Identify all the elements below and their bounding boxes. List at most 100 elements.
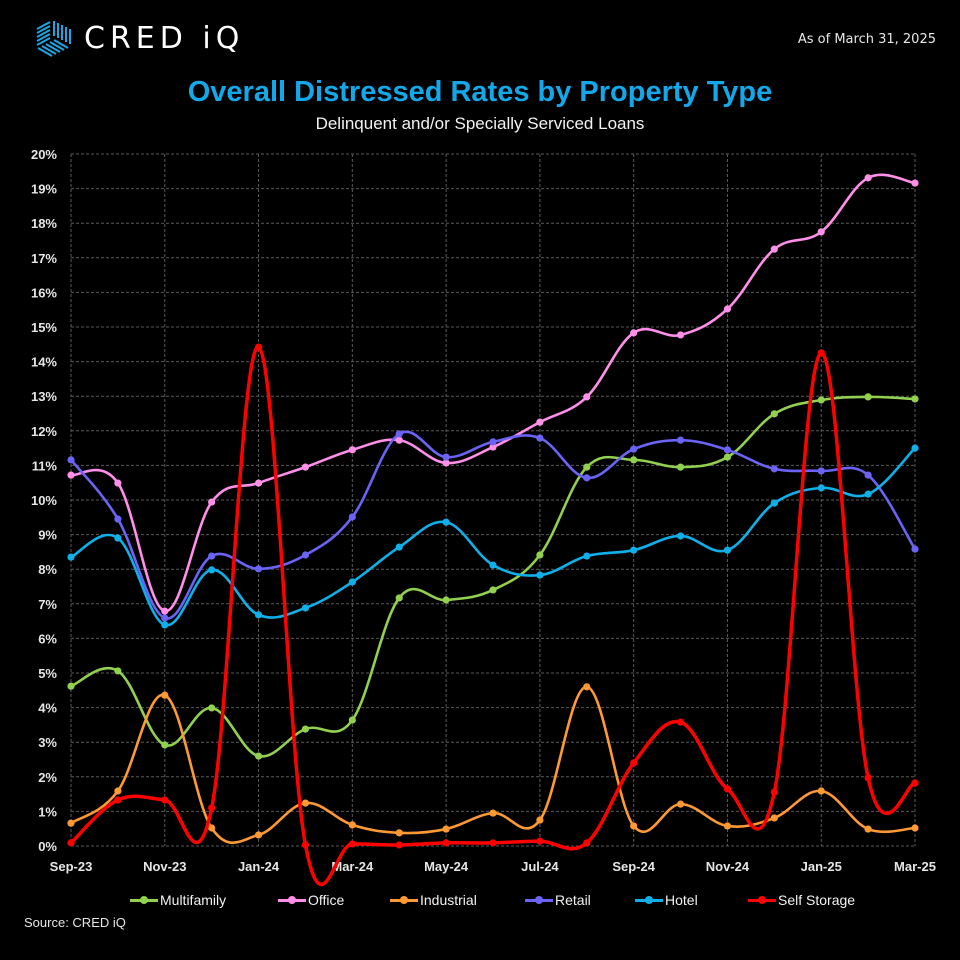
series-line-office: [70, 173, 916, 613]
data-point-self-storage: [723, 785, 732, 793]
legend-item-hotel: Hotel: [635, 892, 698, 908]
data-point-multifamily: [630, 456, 638, 464]
data-point-hotel: [442, 518, 450, 526]
chart-title: Overall Distressed Rates by Property Typ…: [187, 76, 773, 108]
x-tick-label: Jul-24: [521, 859, 559, 874]
data-point-office: [67, 471, 75, 479]
data-point-office: [583, 393, 591, 401]
legend-label: Office: [308, 892, 345, 908]
data-point-self-storage: [864, 774, 872, 782]
x-axis: Sep-23 Nov-23 Jan-24 Mar-24 May-24 Jul-24 Sep-…: [50, 859, 936, 874]
data-point-retail: [583, 474, 591, 482]
data-point-hotel: [630, 546, 638, 554]
data-point-industrial: [817, 787, 825, 795]
data-point-retail: [676, 436, 685, 444]
data-point-retail: [208, 552, 216, 560]
series-line-self-storage: [69, 345, 916, 887]
data-point-industrial: [254, 831, 263, 839]
data-point-multifamily: [395, 594, 403, 602]
data-point-office: [723, 305, 732, 313]
y-tick-label: 17%: [31, 251, 57, 266]
y-tick-label: 18%: [31, 216, 57, 231]
legend-item-multifamily: Multifamily: [130, 892, 226, 908]
data-point-industrial: [864, 825, 872, 833]
x-tick-label: May-24: [424, 859, 469, 874]
data-point-office: [161, 607, 169, 615]
data-point-office: [301, 463, 310, 471]
y-tick-label: 6%: [38, 631, 57, 646]
data-point-industrial: [583, 683, 591, 691]
data-point-multifamily: [442, 596, 450, 604]
y-tick-label: 5%: [38, 666, 57, 681]
data-point-industrial: [630, 822, 638, 830]
data-point-office: [676, 331, 685, 339]
data-point-multifamily: [489, 586, 497, 594]
y-tick-label: 16%: [31, 285, 57, 300]
data-point-self-storage: [536, 837, 544, 845]
data-point-retail: [301, 551, 310, 559]
data-point-industrial: [348, 821, 356, 829]
y-tick-label: 20%: [31, 147, 57, 162]
source-note: Source: CRED iQ: [24, 915, 126, 930]
data-point-retail: [911, 545, 919, 553]
data-point-office: [395, 436, 403, 444]
data-point-multifamily: [583, 463, 591, 471]
data-point-industrial: [676, 800, 685, 808]
data-point-office: [770, 245, 778, 253]
data-point-office: [114, 479, 122, 487]
data-point-hotel: [770, 499, 778, 507]
legend-item-self-storage: Self Storage: [748, 892, 855, 908]
data-point-industrial: [489, 809, 497, 817]
data-point-multifamily: [723, 453, 732, 461]
data-point-retail: [723, 446, 732, 454]
data-point-hotel: [911, 444, 919, 452]
series-retail: [67, 430, 919, 622]
series-self-storage: [67, 343, 919, 887]
x-tick-label: Jan-24: [238, 859, 280, 874]
data-point-multifamily: [67, 682, 75, 690]
data-point-retail: [770, 465, 778, 473]
data-point-self-storage: [67, 839, 75, 847]
data-point-retail: [864, 471, 872, 479]
data-point-hotel: [208, 566, 216, 574]
data-point-multifamily: [817, 396, 825, 404]
data-point-hotel: [67, 553, 75, 561]
data-point-industrial: [395, 829, 403, 837]
data-point-self-storage: [630, 759, 638, 767]
data-point-hotel: [723, 546, 732, 554]
data-point-office: [348, 446, 356, 454]
series-hotel: [67, 444, 919, 629]
data-point-self-storage: [301, 841, 310, 849]
data-point-retail: [395, 430, 403, 438]
data-point-multifamily: [114, 667, 122, 675]
data-point-office: [442, 459, 450, 467]
data-point-office: [536, 418, 544, 426]
data-point-multifamily: [301, 725, 310, 733]
y-tick-label: 11%: [32, 458, 58, 473]
data-point-multifamily: [161, 741, 169, 749]
data-point-industrial: [911, 824, 919, 832]
series-lines: [67, 173, 919, 887]
chart-subtitle: Delinquent and/or Specially Serviced Loa…: [315, 114, 645, 133]
x-tick-label: Jan-25: [801, 859, 842, 874]
series-multifamily: [67, 393, 919, 760]
x-tick-label: Mar-25: [894, 859, 936, 874]
data-point-hotel: [395, 543, 403, 551]
y-tick-label: 0%: [38, 839, 57, 854]
data-point-industrial: [67, 819, 75, 827]
y-axis: 0% 1% 2% 3% 4% 5% 6% 7% 8% 9% 10% 11% 12% 13% 14% 15% 16…: [31, 147, 57, 854]
y-tick-label: 2%: [38, 770, 57, 785]
legend-label: Retail: [555, 892, 591, 908]
y-tick-label: 4%: [38, 701, 57, 716]
data-point-retail: [67, 456, 75, 464]
data-point-hotel: [536, 571, 544, 579]
y-tick-label: 15%: [31, 320, 57, 335]
data-point-retail: [630, 445, 638, 453]
data-point-office: [630, 329, 638, 337]
y-tick-label: 19%: [31, 182, 57, 197]
data-point-hotel: [676, 532, 685, 540]
y-tick-label: 14%: [31, 355, 57, 370]
data-point-hotel: [161, 621, 169, 629]
legend-item-office: Office: [278, 892, 344, 908]
